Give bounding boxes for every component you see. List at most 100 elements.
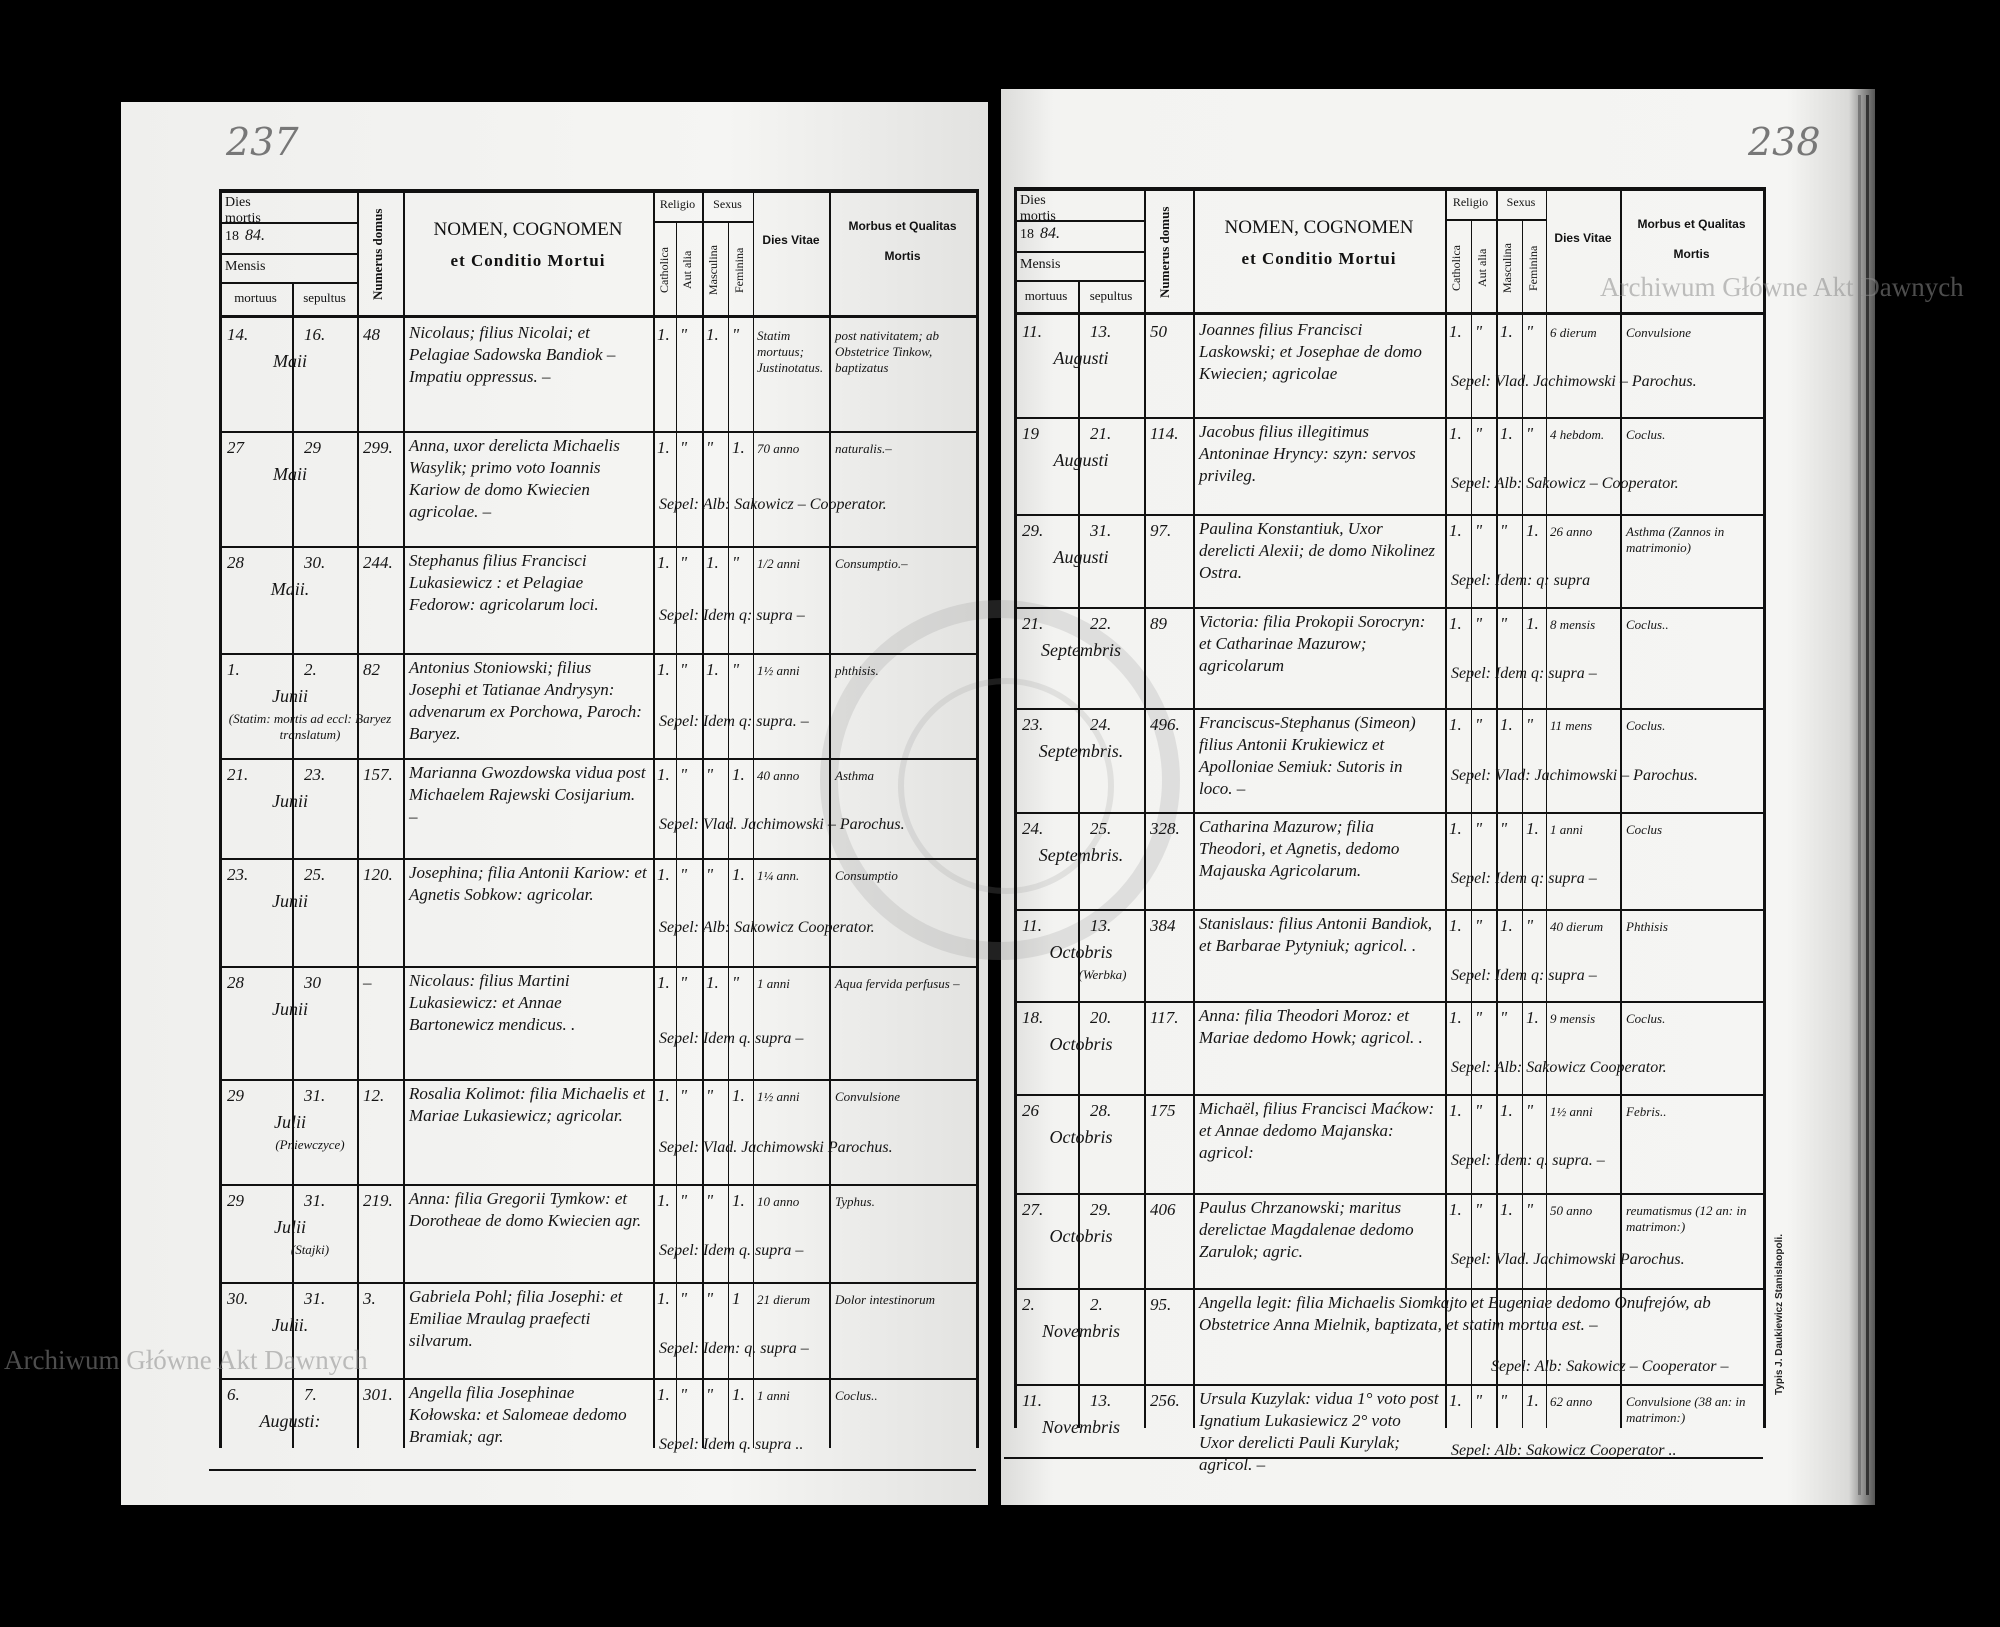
- house-number: 406: [1150, 1200, 1176, 1219]
- age-dies-vitae: 10 anno: [757, 1194, 800, 1209]
- burial-officiant: Sepel: Idem q: supra –: [1451, 665, 1597, 682]
- month: Septembris: [1041, 640, 1121, 660]
- mark-masculina: 1.: [1500, 424, 1513, 443]
- mark-masculina: 1.: [1500, 322, 1513, 341]
- year-prefix: 18: [225, 229, 239, 244]
- burial-day: 31.: [1090, 521, 1112, 540]
- column-rule: [219, 189, 222, 1448]
- house-number: 384: [1150, 916, 1176, 935]
- house-number: 3.: [363, 1289, 376, 1308]
- mark-masculina: ": [706, 1289, 714, 1308]
- death-day: 26: [1022, 1101, 1039, 1120]
- column-rule: [829, 189, 831, 1448]
- house-number: 219.: [363, 1191, 393, 1210]
- header-rule: [1014, 280, 1144, 282]
- deceased-name-condition: Jacobus filius illegitimus Antoninae Hry…: [1199, 422, 1416, 485]
- mark-aut-alia: ": [1475, 1200, 1483, 1219]
- cause-of-death: Convulsione (38 an: in matrimon:): [1626, 1394, 1746, 1425]
- column-rule: [1546, 187, 1547, 1428]
- burial-day: 2.: [304, 660, 317, 679]
- mark-aut-alia: ": [680, 553, 688, 572]
- month: Julii: [274, 1112, 306, 1132]
- mark-aut-alia: ": [1475, 521, 1483, 540]
- cause-of-death: Aqua fervida perfusus –: [835, 976, 960, 991]
- mark-masculina: ": [706, 438, 714, 457]
- row-rule: [219, 1079, 976, 1081]
- death-day: 21.: [227, 765, 249, 784]
- burial-day: 20.: [1090, 1008, 1112, 1027]
- mark-catholica: 1.: [657, 325, 670, 344]
- death-day: 29: [227, 1086, 244, 1105]
- column-rule: [676, 221, 677, 1448]
- month: Maii.: [270, 579, 310, 599]
- month: Julii: [274, 1217, 306, 1237]
- cause-of-death: Phthisis: [1626, 919, 1668, 934]
- mark-aut-alia: ": [680, 865, 688, 884]
- house-number: 89: [1150, 614, 1167, 633]
- header-sepultus: sepultus: [303, 290, 346, 305]
- death-day: 24.: [1022, 819, 1044, 838]
- burial-officiant: Sepel: Alb: Sakowicz Cooperator.: [659, 919, 875, 936]
- column-rule: [976, 189, 979, 1448]
- register-entry: 2. 2. Novembris 95. Angella legit: filia Mic…: [1014, 1288, 1763, 1384]
- mark-catholica: 1.: [657, 1191, 670, 1210]
- burial-officiant: Sepel: Alb: Sakowicz Cooperator ..: [1451, 1442, 1677, 1459]
- house-number: 117.: [1150, 1008, 1179, 1027]
- register-entry: 14. 16. Maii 48 Nicolaus; filius Nicolai; et…: [219, 318, 976, 431]
- cause-of-death: Asthma (Zannos in matrimonio): [1626, 524, 1725, 555]
- death-day: 29: [227, 1191, 244, 1210]
- deceased-name-condition: Catharina Mazurow; filia Theodori, et Ag…: [1199, 817, 1400, 880]
- header-rule: [1014, 251, 1144, 253]
- burial-officiant: Sepel: Idem q. supra –: [659, 1030, 804, 1047]
- table-bottom-rule: [209, 1469, 976, 1471]
- burial-officiant: Sepel: Vlad: Jachimowski – Parochus.: [1451, 767, 1698, 784]
- month: Novembris: [1042, 1417, 1120, 1437]
- age-dies-vitae: 1½ anni: [757, 1089, 800, 1104]
- month: Novembris: [1042, 1321, 1120, 1341]
- mark-aut-alia: ": [680, 1086, 688, 1105]
- age-dies-vitae: 40 anno: [757, 768, 800, 783]
- row-rule: [219, 1184, 976, 1186]
- mark-masculina: ": [1500, 1008, 1508, 1027]
- register-entry: 18. 20. Octobris 117. Anna: filia Theodori M…: [1014, 1001, 1763, 1094]
- register-entry: 11. 13. Octobris (Werbka) 384 Stanislaus: fil…: [1014, 909, 1763, 1001]
- header-mortuus: mortuus: [234, 290, 277, 305]
- table-top-rule: [1014, 187, 1763, 191]
- house-number: 157.: [363, 765, 393, 784]
- burial-day: 28.: [1090, 1101, 1112, 1120]
- deceased-name-condition: Marianna Gwozdowska vidua post Michaelem…: [409, 763, 646, 826]
- mark-feminina: ": [1526, 1200, 1534, 1219]
- row-rule: [219, 966, 976, 968]
- death-day: 6.: [227, 1385, 240, 1404]
- deceased-name-condition: Anna: filia Gregorii Tymkow: et Dorothea…: [409, 1189, 642, 1230]
- month: Septembris.: [1038, 741, 1124, 761]
- death-day: 11.: [1022, 916, 1042, 935]
- page-number-left: 237: [226, 120, 299, 164]
- column-rule: [1445, 187, 1447, 1428]
- header-nomen: NOMEN, COGNOMEN: [433, 219, 623, 240]
- mark-masculina: 1.: [1500, 916, 1513, 935]
- page-stack-edge: [1866, 95, 1869, 1495]
- row-rule: [1014, 1094, 1763, 1096]
- deceased-name-condition: Joannes filius Francisci Laskowski; et J…: [1199, 320, 1422, 383]
- mark-aut-alia: ": [680, 660, 688, 679]
- register-entry: 29 31. Julii (Stajki) 219. Anna: filia Gregor…: [219, 1184, 976, 1282]
- table-bottom-rule: [1004, 1457, 1763, 1459]
- header-catholica: Catholica: [1449, 245, 1463, 291]
- burial-day: 31.: [304, 1086, 326, 1105]
- age-dies-vitae: 1 anni: [757, 976, 790, 991]
- death-day: 28: [227, 553, 244, 572]
- age-dies-vitae: 1/2 anni: [757, 556, 800, 571]
- month: Octobris: [1049, 1226, 1113, 1246]
- mark-catholica: 1.: [1449, 521, 1462, 540]
- header-conditio: et Conditio Mortui: [1241, 249, 1397, 268]
- age-dies-vitae: 62 anno: [1550, 1394, 1593, 1409]
- header-numerus-domus: Numerus domus: [370, 208, 385, 300]
- mark-feminina: ": [1526, 916, 1534, 935]
- mark-masculina: 1.: [706, 553, 719, 572]
- mark-catholica: 1.: [657, 438, 670, 457]
- header-dies-vitae: Dies Vitae: [1554, 231, 1612, 245]
- cause-of-death: Coclus..: [835, 1388, 878, 1403]
- cause-of-death: Convulsione: [835, 1089, 900, 1104]
- register-entry: 19 21. Augusti 114. Jacobus filius illegitim…: [1014, 417, 1763, 514]
